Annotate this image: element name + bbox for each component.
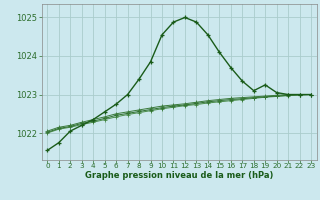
X-axis label: Graphe pression niveau de la mer (hPa): Graphe pression niveau de la mer (hPa) bbox=[85, 171, 273, 180]
